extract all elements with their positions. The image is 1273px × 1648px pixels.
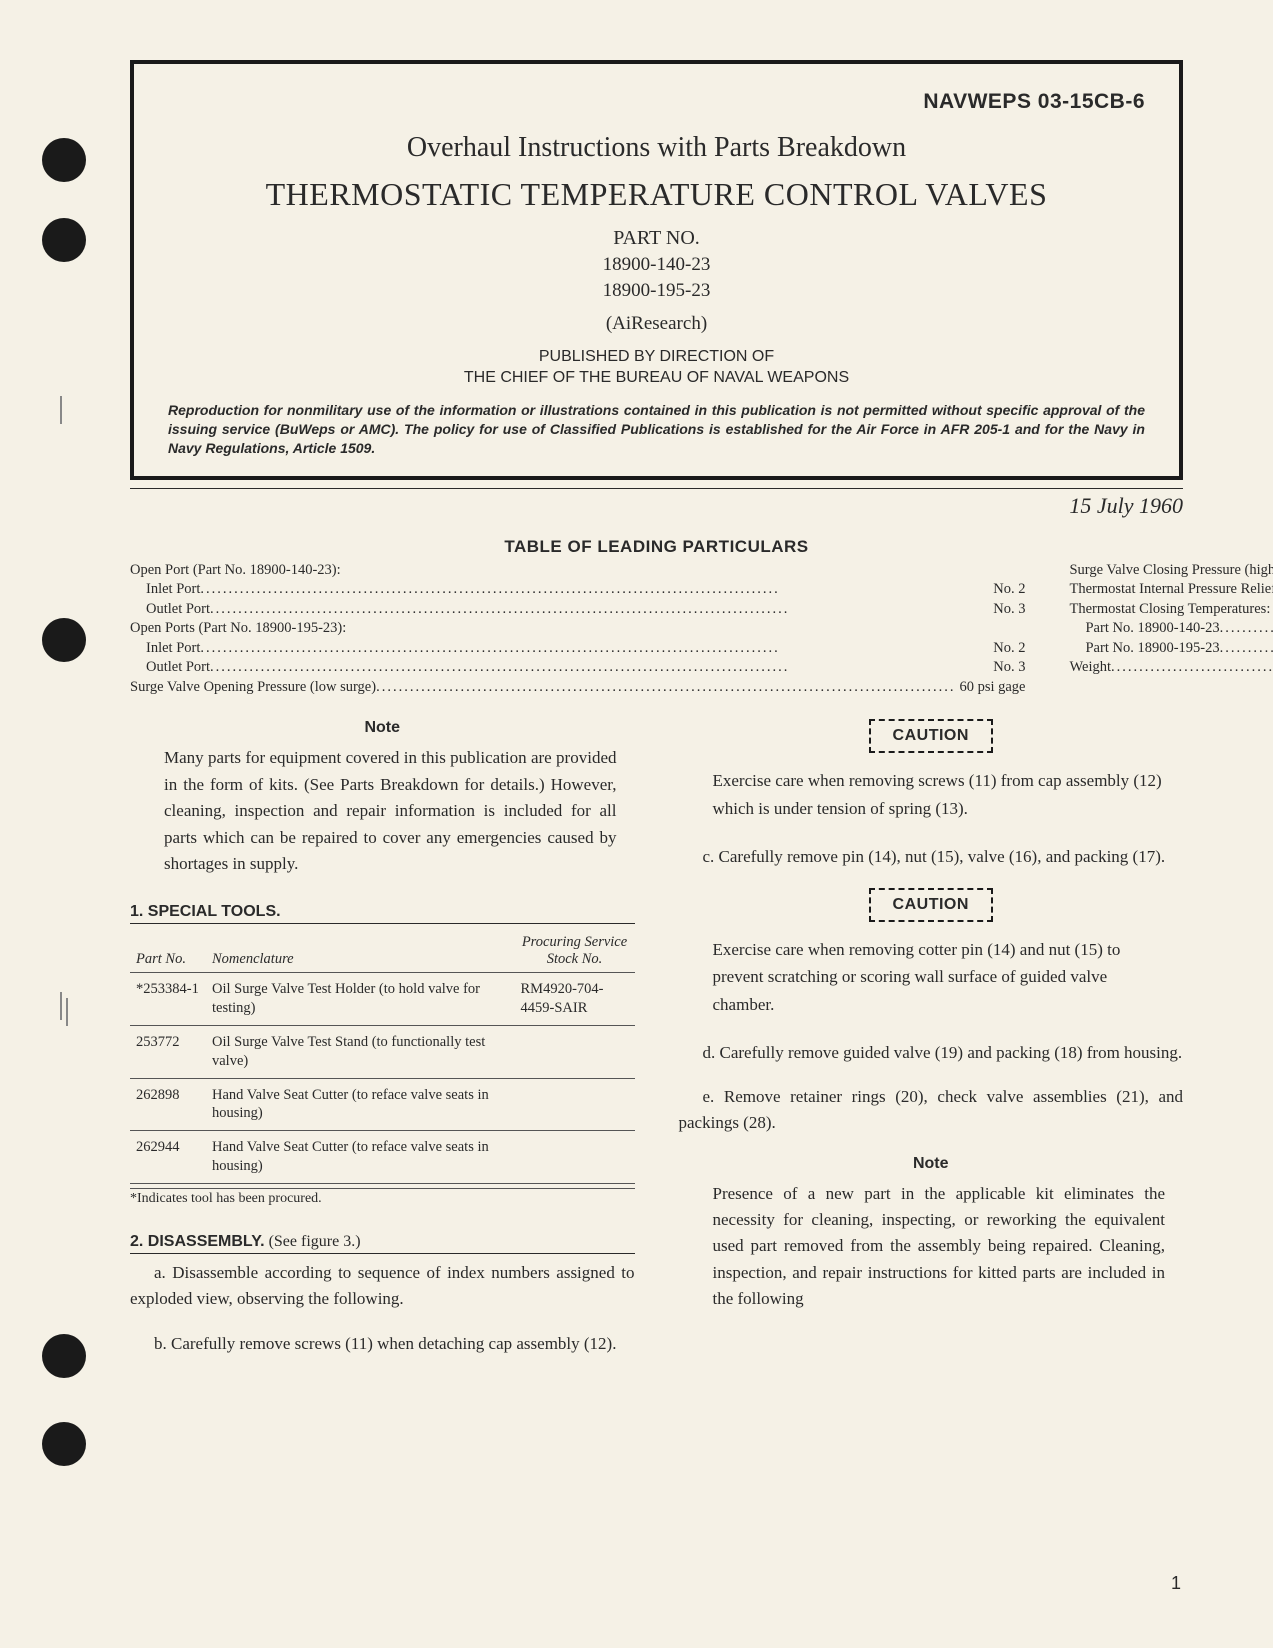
particulars-row: Weight4.7 lb (approx): [1069, 658, 1273, 678]
cell-stock: [515, 1131, 635, 1184]
particulars-col-right: Surge Valve Closing Pressure (high surge…: [1069, 561, 1273, 698]
particulars-row: Part No. 18900-195-2390.6 ±2.8°C (195° ±…: [1069, 639, 1273, 659]
section-ref: (See figure 3.): [265, 1233, 361, 1250]
special-tools-table: Part No. Nomenclature Procuring Service …: [130, 930, 635, 1184]
body-col-right: CAUTION Exercise care when removing scre…: [679, 719, 1184, 1375]
col-part-no: Part No.: [130, 930, 206, 973]
cell-stock: [515, 1078, 635, 1131]
binder-hole: [42, 1422, 86, 1466]
particulars-row: Thermostat Internal Pressure Relief Sett…: [1069, 580, 1273, 600]
table-row: 262944 Hand Valve Seat Cutter (to reface…: [130, 1131, 635, 1184]
cell-nom: Hand Valve Seat Cutter (to reface valve …: [206, 1078, 515, 1131]
paragraph: a. Disassemble according to sequence of …: [130, 1260, 635, 1313]
note-body: Many parts for equipment covered in this…: [130, 745, 635, 877]
section-number: 2. DISASSEMBLY.: [130, 1233, 265, 1250]
margin-mark: [60, 396, 62, 424]
paragraph: e. Remove retainer rings (20), check val…: [679, 1084, 1184, 1137]
document-id: NAVWEPS 03-15CB-6: [168, 90, 1145, 114]
section-heading: 1. SPECIAL TOOLS.: [130, 903, 635, 924]
cell-stock: [515, 1025, 635, 1078]
particulars-col-left: Open Port (Part No. 18900-140-23): Inlet…: [130, 561, 1025, 698]
body-columns: Note Many parts for equipment covered in…: [130, 719, 1183, 1375]
paragraph: b. Carefully remove screws (11) when det…: [130, 1331, 635, 1357]
publisher: PUBLISHED BY DIRECTION OF THE CHIEF OF T…: [168, 347, 1145, 389]
cell-part-no: 262898: [130, 1078, 206, 1131]
caution-body: Exercise care when removing screws (11) …: [679, 767, 1184, 821]
caution-heading: CAUTION: [869, 888, 993, 922]
body-col-left: Note Many parts for equipment covered in…: [130, 719, 635, 1375]
reproduction-notice: Reproduction for nonmilitary use of the …: [168, 401, 1145, 458]
main-title: THERMOSTATIC TEMPERATURE CONTROL VALVES: [168, 176, 1145, 213]
table-row: 253772 Oil Surge Valve Test Stand (to fu…: [130, 1025, 635, 1078]
cell-nom: Hand Valve Seat Cutter (to reface valve …: [206, 1131, 515, 1184]
binder-hole: [42, 138, 86, 182]
particulars-heading: Open Ports (Part No. 18900-195-23):: [130, 619, 1025, 639]
paragraph: d. Carefully remove guided valve (19) an…: [679, 1040, 1184, 1066]
particulars-row: Inlet PortNo. 2: [130, 639, 1025, 659]
table-footnote: *Indicates tool has been procured.: [130, 1188, 635, 1207]
publication-date: 15 July 1960: [130, 488, 1183, 519]
part-numbers: 18900-140-23 18900-195-23: [168, 252, 1145, 303]
particulars-row: Outlet PortNo. 3: [130, 600, 1025, 620]
cell-nom: Oil Surge Valve Test Holder (to hold val…: [206, 973, 515, 1026]
particulars-heading: Open Port (Part No. 18900-140-23):: [130, 561, 1025, 581]
caution-heading: CAUTION: [869, 719, 993, 753]
publisher-line: PUBLISHED BY DIRECTION OF: [539, 348, 774, 365]
cell-part-no: 262944: [130, 1131, 206, 1184]
part-number: 18900-140-23: [603, 254, 711, 275]
paragraph: c. Carefully remove pin (14), nut (15), …: [679, 844, 1184, 870]
note-body: Presence of a new part in the applicable…: [679, 1181, 1184, 1313]
subtitle: Overhaul Instructions with Parts Breakdo…: [168, 132, 1145, 164]
particulars-heading: Thermostat Closing Temperatures:: [1069, 600, 1273, 620]
page-number: 1: [1171, 1573, 1181, 1594]
binder-hole: [42, 218, 86, 262]
table-row: *253384-1 Oil Surge Valve Test Holder (t…: [130, 973, 635, 1026]
particulars-row: Surge Valve Opening Pressure (low surge)…: [130, 678, 1025, 698]
document-page: NAVWEPS 03-15CB-6 Overhaul Instructions …: [0, 0, 1273, 1648]
cell-part-no: *253384-1: [130, 973, 206, 1026]
particulars-row: Outlet PortNo. 3: [130, 658, 1025, 678]
particulars-title: TABLE OF LEADING PARTICULARS: [130, 537, 1183, 557]
col-nomenclature: Nomenclature: [206, 930, 515, 973]
particulars-row: Surge Valve Closing Pressure (high surge…: [1069, 561, 1273, 581]
margin-mark: [60, 992, 62, 1020]
particulars-row: Inlet PortNo. 2: [130, 580, 1025, 600]
title-frame: NAVWEPS 03-15CB-6 Overhaul Instructions …: [130, 60, 1183, 480]
manufacturer: (AiResearch): [168, 313, 1145, 335]
binder-hole: [42, 618, 86, 662]
col-stock-no: Procuring Service Stock No.: [515, 930, 635, 973]
caution-body: Exercise care when removing cotter pin (…: [679, 936, 1184, 1018]
cell-part-no: 253772: [130, 1025, 206, 1078]
part-no-label: PART NO.: [168, 227, 1145, 250]
leading-particulars: Open Port (Part No. 18900-140-23): Inlet…: [130, 561, 1183, 698]
part-number: 18900-195-23: [603, 280, 711, 301]
table-header-row: Part No. Nomenclature Procuring Service …: [130, 930, 635, 973]
binder-hole: [42, 1334, 86, 1378]
publisher-line: THE CHIEF OF THE BUREAU OF NAVAL WEAPONS: [464, 369, 849, 386]
cell-stock: RM4920-704-4459-SAIR: [515, 973, 635, 1026]
margin-mark: [66, 998, 68, 1026]
note-heading: Note: [130, 719, 635, 737]
section-heading: 2. DISASSEMBLY. (See figure 3.): [130, 1233, 635, 1254]
note-heading: Note: [679, 1155, 1184, 1173]
cell-nom: Oil Surge Valve Test Stand (to functiona…: [206, 1025, 515, 1078]
particulars-row: Part No. 18900-140-2360° ±2.8°C (140° ±5…: [1069, 619, 1273, 639]
table-row: 262898 Hand Valve Seat Cutter (to reface…: [130, 1078, 635, 1131]
